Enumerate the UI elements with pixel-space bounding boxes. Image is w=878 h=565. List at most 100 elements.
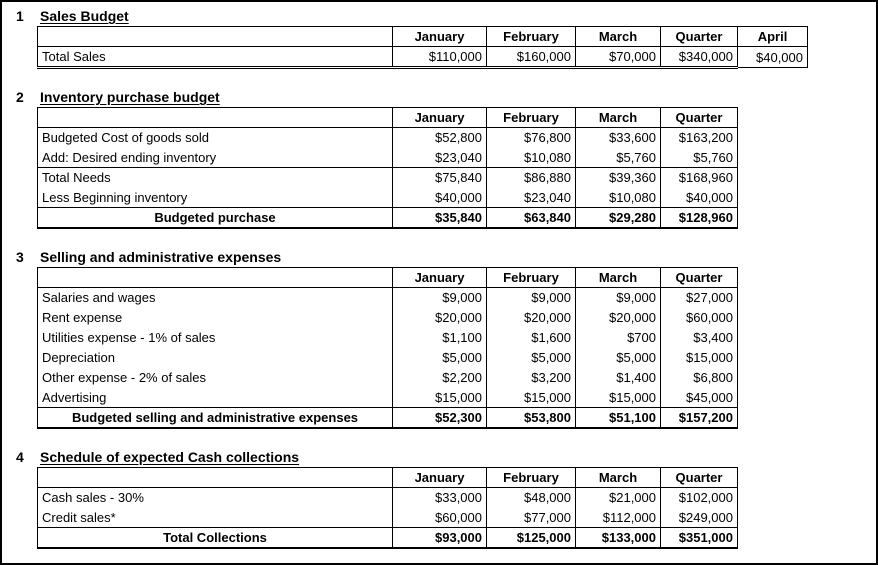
section-heading: 1 Sales Budget <box>2 8 876 24</box>
cell-value: $6,800 <box>660 367 738 388</box>
row-label: Budgeted purchase <box>37 207 393 229</box>
cell-value: $15,000 <box>486 387 576 408</box>
column-header: Quarter <box>660 467 738 488</box>
cell-value: $75,840 <box>392 167 487 188</box>
cell-value: $40,000 <box>392 187 487 208</box>
cell-value: $133,000 <box>575 527 661 549</box>
cell-value: $700 <box>575 327 661 348</box>
cell-value: $40,000 <box>737 46 808 68</box>
row-label: Credit sales* <box>37 507 393 528</box>
cell-value: $1,100 <box>392 327 487 348</box>
section-heading: 3 Selling and administrative expenses <box>2 249 876 265</box>
cell-value: $2,200 <box>392 367 487 388</box>
cell-value: $10,080 <box>486 147 576 168</box>
section-selling-admin-expenses: 3 Selling and administrative expenses Jan… <box>2 249 876 429</box>
cell-value: $102,000 <box>660 487 738 508</box>
column-header: February <box>486 26 576 47</box>
table-row: Total Sales $110,000 $160,000 $70,000 $340,0… <box>37 46 808 69</box>
cell-value: $52,800 <box>392 127 487 148</box>
cell-value: $128,960 <box>660 207 738 229</box>
table-row: Budgeted Cost of goods sold $52,800 $76,80… <box>37 127 738 148</box>
column-header: January <box>392 107 487 128</box>
cell-value: $45,000 <box>660 387 738 408</box>
cell-value: $9,000 <box>486 287 576 308</box>
cell-value: $15,000 <box>660 347 738 368</box>
cell-value: $157,200 <box>660 407 738 429</box>
cell-value: $340,000 <box>660 46 738 69</box>
row-label: Total Sales <box>37 46 393 69</box>
row-label: Salaries and wages <box>37 287 393 308</box>
cell-value: $20,000 <box>392 307 487 328</box>
table-row: Other expense - 2% of sales $2,200 $3,200 $… <box>37 367 738 388</box>
corner-cell <box>37 467 393 488</box>
row-label: Advertising <box>37 387 393 408</box>
cell-value: $27,000 <box>660 287 738 308</box>
column-header: January <box>392 26 487 47</box>
cell-value: $351,000 <box>660 527 738 549</box>
cell-value: $112,000 <box>575 507 661 528</box>
row-label: Utilities expense - 1% of sales <box>37 327 393 348</box>
cell-value: $48,000 <box>486 487 576 508</box>
table-row: Total Collections $93,000 $125,000 $133,000… <box>37 527 738 549</box>
cell-value: $5,000 <box>575 347 661 368</box>
cell-value: $29,280 <box>575 207 661 229</box>
cell-value: $23,040 <box>486 187 576 208</box>
table-row: Add: Desired ending inventory $23,040 $10,… <box>37 147 738 168</box>
table-row: Credit sales* $60,000 $77,000 $112,000 $249,… <box>37 507 738 528</box>
cell-value: $52,300 <box>392 407 487 429</box>
cell-value: $15,000 <box>575 387 661 408</box>
column-header: January <box>392 467 487 488</box>
cell-value: $39,360 <box>575 167 661 188</box>
table-row: Less Beginning inventory $40,000 $23,040 $1… <box>37 187 738 208</box>
section-inventory-purchase-budget: 2 Inventory purchase budget January Februa… <box>2 89 876 229</box>
row-label: Budgeted Cost of goods sold <box>37 127 393 148</box>
section-cash-collections: 4 Schedule of expected Cash collections J… <box>2 449 876 549</box>
cell-value: $9,000 <box>392 287 487 308</box>
section-title: Inventory purchase budget <box>40 89 220 105</box>
row-label: Total Needs <box>37 167 393 188</box>
cell-value: $3,200 <box>486 367 576 388</box>
cell-value: $1,400 <box>575 367 661 388</box>
cell-value: $110,000 <box>392 46 487 69</box>
cell-value: $51,100 <box>575 407 661 429</box>
cell-value: $23,040 <box>392 147 487 168</box>
row-label: Add: Desired ending inventory <box>37 147 393 168</box>
corner-cell <box>37 26 393 47</box>
column-header: Quarter <box>660 26 738 47</box>
column-header: Quarter <box>660 107 738 128</box>
table-row: Salaries and wages $9,000 $9,000 $9,000 $27,… <box>37 287 738 308</box>
table-row: Cash sales - 30% $33,000 $48,000 $21,000 $10… <box>37 487 738 508</box>
cell-value: $63,840 <box>486 207 576 229</box>
cell-value: $125,000 <box>486 527 576 549</box>
cell-value: $86,880 <box>486 167 576 188</box>
table-row: Depreciation $5,000 $5,000 $5,000 $15,000 <box>37 347 738 368</box>
column-header: February <box>486 107 576 128</box>
cell-value: $15,000 <box>392 387 487 408</box>
cell-value: $5,000 <box>392 347 487 368</box>
section-heading: 2 Inventory purchase budget <box>2 89 876 105</box>
cell-value: $60,000 <box>392 507 487 528</box>
column-header: Quarter <box>660 267 738 288</box>
row-label: Less Beginning inventory <box>37 187 393 208</box>
row-label: Depreciation <box>37 347 393 368</box>
section-number: 4 <box>16 449 24 465</box>
table-row: Rent expense $20,000 $20,000 $20,000 $60,000 <box>37 307 738 328</box>
cell-value: $35,840 <box>392 207 487 229</box>
section-title: Schedule of expected Cash collections <box>40 449 300 465</box>
corner-cell <box>37 267 393 288</box>
cell-value: $93,000 <box>392 527 487 549</box>
row-label: Total Collections <box>37 527 393 549</box>
cell-value: $33,000 <box>392 487 487 508</box>
cash-collections-table: January February March Quarter Cash sales - … <box>37 467 738 549</box>
cell-value: $1,600 <box>486 327 576 348</box>
inventory-purchase-budget-table: January February March Quarter Budgeted Cost… <box>37 107 738 229</box>
row-label: Other expense - 2% of sales <box>37 367 393 388</box>
table-row: Budgeted purchase $35,840 $63,840 $29,280 $1… <box>37 207 738 229</box>
table-row: Utilities expense - 1% of sales $1,100 $1,… <box>37 327 738 348</box>
corner-cell <box>37 107 393 128</box>
cell-value: $9,000 <box>575 287 661 308</box>
cell-value: $20,000 <box>575 307 661 328</box>
section-number: 3 <box>16 249 24 265</box>
cell-value: $21,000 <box>575 487 661 508</box>
